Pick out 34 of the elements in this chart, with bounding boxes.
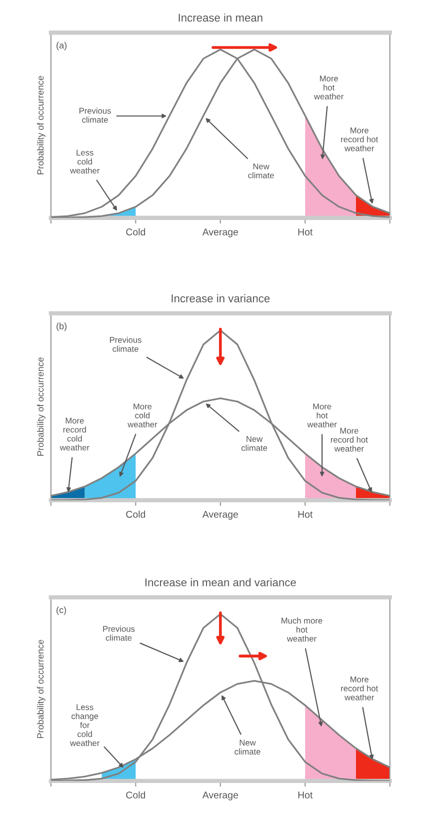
chart-title: Increase in variance bbox=[172, 294, 270, 302]
annotation: More record hot weather bbox=[341, 128, 378, 152]
annotation: New climate bbox=[234, 740, 260, 755]
y-axis-title: Probability of occurrence bbox=[36, 76, 46, 174]
x-tick-label: Cold bbox=[126, 228, 146, 236]
annotation: Less change for cold weather bbox=[70, 704, 100, 746]
annotation: More hot weather bbox=[307, 404, 337, 428]
annotation: (a) bbox=[56, 42, 66, 50]
annotation: More cold weather bbox=[128, 404, 158, 428]
x-tick-label: Cold bbox=[126, 510, 146, 518]
y-axis-title: Probability of occurrence bbox=[36, 640, 46, 738]
annotation: Much more hot weather bbox=[282, 618, 322, 642]
annotation: Less cold weather bbox=[70, 150, 100, 174]
annotation: New climate bbox=[241, 436, 268, 451]
annotation: More record hot weather bbox=[341, 676, 378, 700]
x-tick-label: Cold bbox=[126, 791, 146, 798]
annotation: (c) bbox=[56, 606, 66, 615]
x-tick-label: Average bbox=[202, 510, 238, 520]
annotation: More record cold weather bbox=[60, 418, 90, 451]
x-tick-label: Average bbox=[202, 228, 238, 238]
x-tick-label: Hot bbox=[298, 792, 313, 798]
annotation: More hot weather bbox=[314, 76, 344, 100]
annotation: Previous climate bbox=[103, 626, 135, 641]
annotation: (b) bbox=[56, 322, 66, 332]
annotation: Previous climate bbox=[79, 108, 111, 123]
annotation: Previous climate bbox=[110, 336, 142, 352]
annotation: More record hot weather bbox=[330, 428, 368, 452]
chart-title: Increase in mean bbox=[178, 13, 262, 22]
annotation: New climate bbox=[248, 164, 274, 178]
x-tick-label: Hot bbox=[298, 228, 313, 236]
chart-title: Increase in mean and variance bbox=[145, 578, 296, 586]
x-tick-label: Hot bbox=[298, 510, 313, 518]
y-axis-title: Probability of occurrence bbox=[36, 357, 46, 456]
x-tick-label: Average bbox=[202, 792, 238, 800]
